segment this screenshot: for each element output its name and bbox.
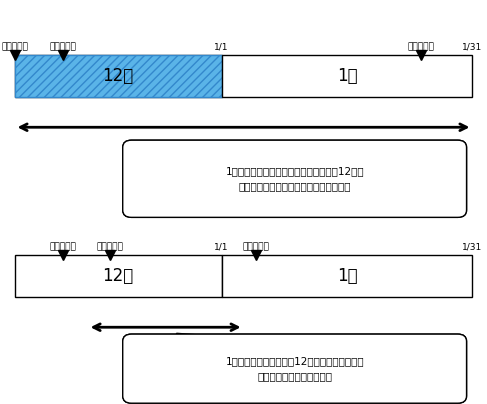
Text: 1月: 1月 — [337, 67, 357, 85]
Text: 1/31: 1/31 — [462, 242, 483, 251]
Text: 1カ月を超えない場合、12月分の賞与にかかる
掛金等は免除されません。: 1カ月を超えない場合、12月分の賞与にかかる 掛金等は免除されません。 — [225, 356, 364, 381]
Text: 育休開始日: 育休開始日 — [1, 42, 28, 51]
FancyBboxPatch shape — [123, 334, 467, 403]
Bar — [15, 55, 222, 97]
Text: 賞与支給日: 賞与支給日 — [50, 42, 77, 51]
Polygon shape — [164, 145, 208, 147]
Text: 1カ月を超えて育休を取得していれば、12月分
の賞与にかかる掛金等が免除されます。: 1カ月を超えて育休を取得していれば、12月分 の賞与にかかる掛金等が免除されます… — [225, 166, 364, 191]
Bar — [15, 55, 222, 97]
Text: 育休終了日: 育休終了日 — [408, 42, 435, 51]
Text: 賞与支給日: 賞与支給日 — [50, 242, 77, 251]
Bar — [222, 255, 472, 297]
FancyBboxPatch shape — [123, 140, 467, 217]
FancyBboxPatch shape — [123, 140, 467, 217]
Bar — [222, 55, 472, 97]
Text: 1/31: 1/31 — [462, 42, 483, 51]
Text: 1月: 1月 — [337, 267, 357, 285]
Text: 12月: 12月 — [102, 67, 134, 85]
Bar — [15, 255, 222, 297]
Text: 1/1: 1/1 — [214, 242, 229, 251]
Polygon shape — [176, 333, 220, 341]
Text: 1/1: 1/1 — [214, 42, 229, 51]
Text: 育休開始日: 育休開始日 — [96, 242, 123, 251]
Text: 12月: 12月 — [102, 267, 134, 285]
Text: 育休終了日: 育休終了日 — [242, 242, 269, 251]
FancyBboxPatch shape — [123, 334, 467, 403]
